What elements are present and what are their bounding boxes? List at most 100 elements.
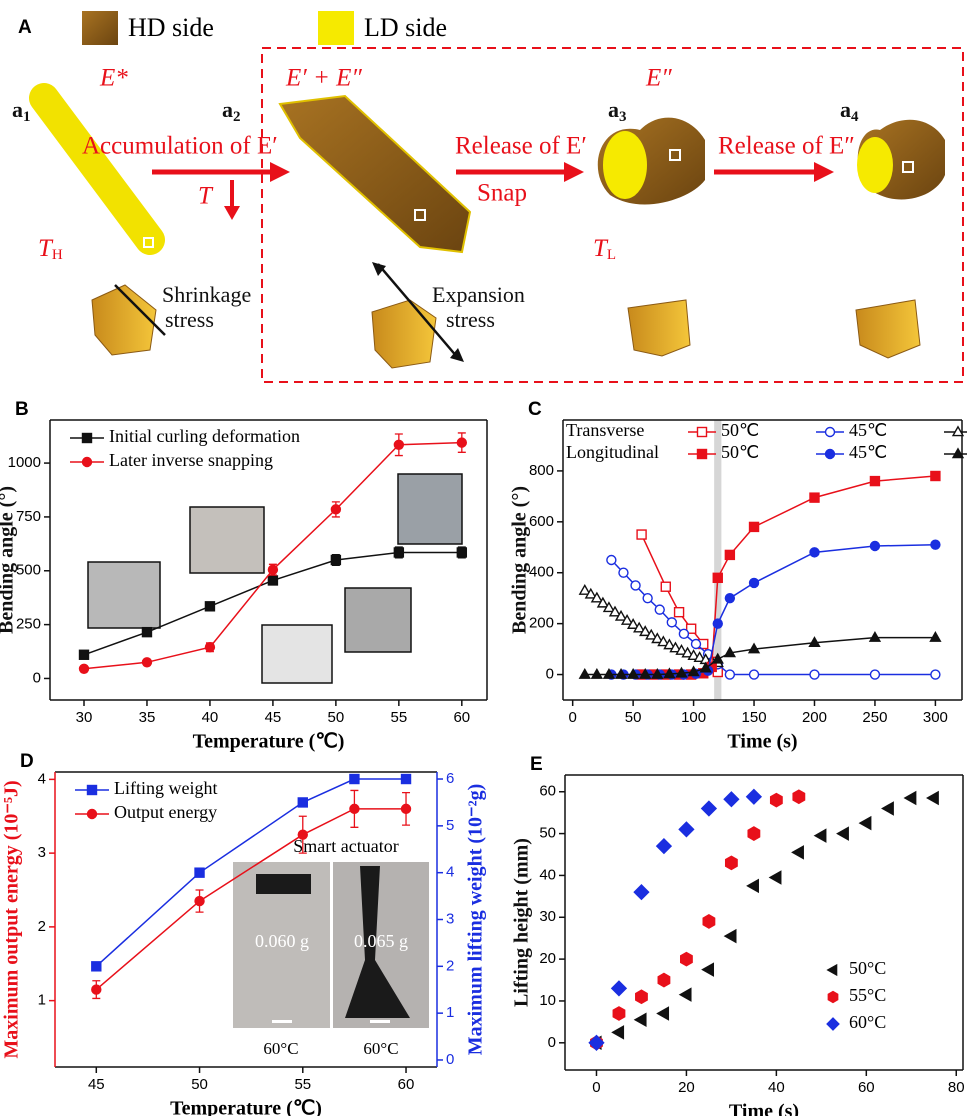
y-axis-label: Maximum output energy (10⁻⁵J) [1, 780, 23, 1058]
marker [350, 775, 359, 784]
state-label: a3 [608, 97, 627, 125]
marker [810, 548, 819, 557]
panel-label: E [530, 754, 543, 775]
energy-label: E* [99, 65, 128, 92]
marker [331, 556, 340, 565]
panel-label: A [18, 17, 32, 38]
y-tick-label: 250 [16, 616, 41, 633]
legend-marker [828, 992, 837, 1003]
stress-label: Expansion [432, 282, 525, 307]
marker [703, 915, 714, 928]
marker [394, 548, 403, 557]
legend-marker [698, 428, 707, 437]
marker [927, 792, 938, 804]
y-tick-label: 750 [16, 508, 41, 525]
marker [681, 953, 692, 966]
marker [930, 632, 940, 641]
marker [580, 669, 590, 678]
inset-caption: 60°C [363, 1039, 398, 1058]
marker [619, 568, 628, 577]
step-label: Release of E′ [455, 133, 587, 160]
panel-label: D [20, 751, 34, 772]
y-axis-label: Bending angle (°) [509, 486, 531, 634]
tube [44, 98, 150, 240]
snap-label: Snap [477, 180, 527, 207]
marker [643, 594, 652, 603]
legend-marker [83, 458, 92, 467]
marker [713, 573, 722, 582]
marker [747, 790, 761, 804]
marker [725, 594, 734, 603]
marker [657, 839, 671, 853]
stress-label: stress [165, 307, 214, 332]
series-line [585, 638, 936, 675]
stress-label: Shrinkage [162, 282, 251, 307]
y-tick-label: 800 [529, 462, 554, 479]
y-tick-label: 200 [529, 615, 554, 632]
marker [613, 1026, 624, 1038]
legend-label: Lifting weight [114, 778, 217, 798]
y-tick-label: 2 [38, 918, 46, 935]
cube [628, 300, 690, 356]
marker [870, 670, 879, 679]
photo [262, 625, 332, 683]
marker [268, 576, 277, 585]
marker [631, 581, 640, 590]
marker [931, 472, 940, 481]
marker [815, 830, 826, 842]
x-tick-label: 60 [858, 1079, 875, 1096]
legend-label: 50℃ [721, 420, 759, 440]
y-tick-label: 1 [38, 992, 46, 1009]
marker [726, 856, 737, 869]
x-tick-label: 35 [139, 709, 156, 726]
marker [298, 798, 307, 807]
x-tick-label: 50 [625, 709, 642, 726]
legend-label: Initial curling deformation [109, 426, 300, 446]
marker [658, 973, 669, 986]
marker [810, 670, 819, 679]
legend-marker [827, 1018, 839, 1030]
y-tick-label: 50 [539, 825, 556, 842]
photo [88, 562, 160, 628]
x-tick-label: 55 [294, 1076, 311, 1093]
arrowhead [224, 206, 240, 220]
x-tick-label: 40 [768, 1079, 785, 1096]
temperature-label: TL [593, 235, 616, 264]
marker [592, 669, 602, 678]
x-tick-label: 300 [923, 709, 948, 726]
panel-label: B [15, 399, 29, 420]
y-tick-label: 0 [548, 1034, 556, 1051]
marker [637, 530, 646, 539]
marker [870, 632, 880, 641]
x-tick-label: 55 [391, 709, 408, 726]
legend-group: Longitudinal [566, 442, 659, 462]
marker [725, 930, 736, 942]
arrowhead [814, 162, 834, 182]
marker [905, 792, 916, 804]
legend-marker [698, 450, 707, 459]
state-label: a1 [12, 97, 31, 125]
y2-tick-label: 5 [446, 817, 454, 834]
marker [680, 989, 691, 1001]
x-tick-label: 0 [592, 1079, 600, 1096]
marker [725, 670, 734, 679]
y-tick-label: 40 [539, 866, 556, 883]
y2-tick-label: 1 [446, 1004, 454, 1021]
y2-axis-label: Maximum lifting weight (10⁻²g) [465, 784, 487, 1056]
y-tick-label: 20 [539, 950, 556, 967]
x-tick-label: 200 [802, 709, 827, 726]
x-axis-label: Temperature (℃) [170, 1098, 322, 1116]
marker [658, 1007, 669, 1019]
marker [80, 650, 89, 659]
y2-tick-label: 2 [446, 957, 454, 974]
ld-swatch [318, 11, 354, 45]
arrowhead [270, 162, 290, 182]
y-tick-label: 4 [38, 770, 46, 787]
cube [372, 300, 436, 368]
x-tick-label: 60 [453, 709, 470, 726]
marker [635, 1014, 646, 1026]
legend-label: 55°C [849, 985, 886, 1005]
stress-label: stress [446, 307, 495, 332]
marker [703, 964, 714, 976]
energy-label: E′ + E″ [285, 65, 362, 92]
